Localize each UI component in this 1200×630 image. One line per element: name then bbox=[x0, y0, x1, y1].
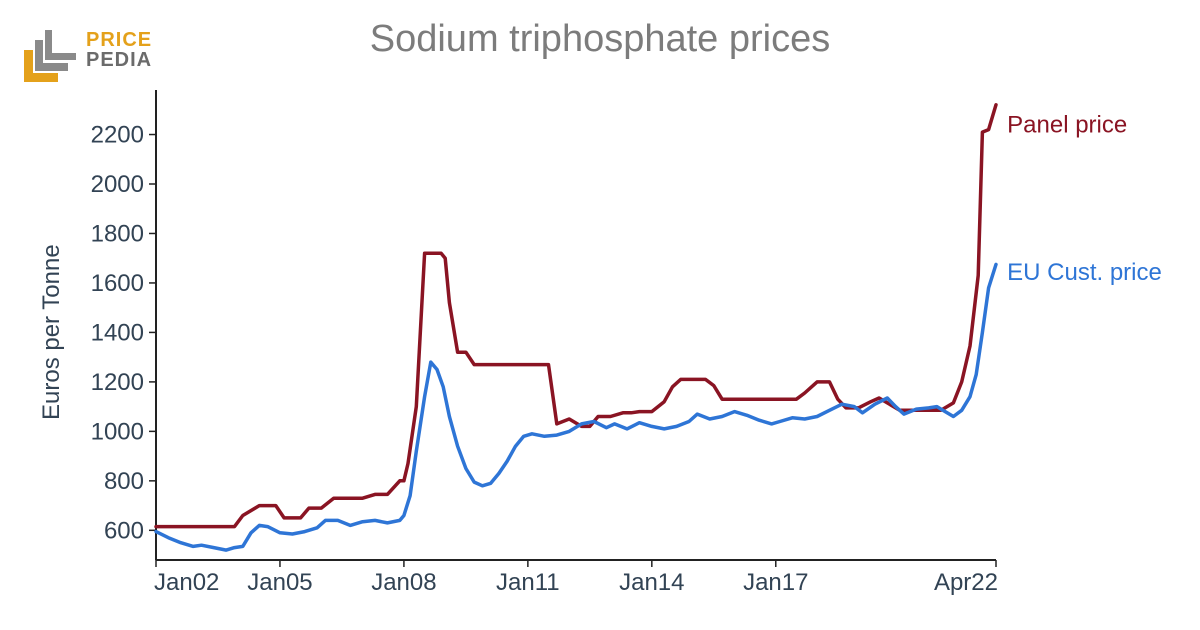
x-tick-label: Jan02 bbox=[154, 569, 219, 596]
y-tick-label: 2200 bbox=[91, 122, 144, 149]
y-tick-label: 2000 bbox=[91, 171, 144, 198]
line-chart: 600 800 1000 1200 1400 1600 1800 2000 2200 Jan02 J… bbox=[0, 0, 1200, 630]
y-tick-label: 1200 bbox=[91, 369, 144, 396]
x-tick-label: Apr22 bbox=[934, 569, 998, 596]
x-tick-label: Jan14 bbox=[619, 569, 684, 596]
y-tick-label: 1800 bbox=[91, 220, 144, 247]
x-tick-label: Jan05 bbox=[247, 569, 312, 596]
y-tick-label: 800 bbox=[104, 468, 144, 495]
y-tick-label: 1400 bbox=[91, 319, 144, 346]
series-label: EU Cust. price bbox=[1007, 259, 1162, 286]
y-tick-label: 1600 bbox=[91, 270, 144, 297]
x-tick-label: Jan17 bbox=[743, 569, 808, 596]
series-label: Panel price bbox=[1007, 112, 1127, 139]
x-tick-label: Jan08 bbox=[371, 569, 436, 596]
y-tick-label: 1000 bbox=[91, 418, 144, 445]
y-tick-label: 600 bbox=[104, 517, 144, 544]
series-panel-price bbox=[156, 105, 996, 527]
chart-container: PRICE PEDIA Sodium triphosphate prices E… bbox=[0, 0, 1200, 630]
series-eu-cust-price bbox=[156, 264, 996, 550]
x-tick-label: Jan11 bbox=[496, 569, 560, 596]
